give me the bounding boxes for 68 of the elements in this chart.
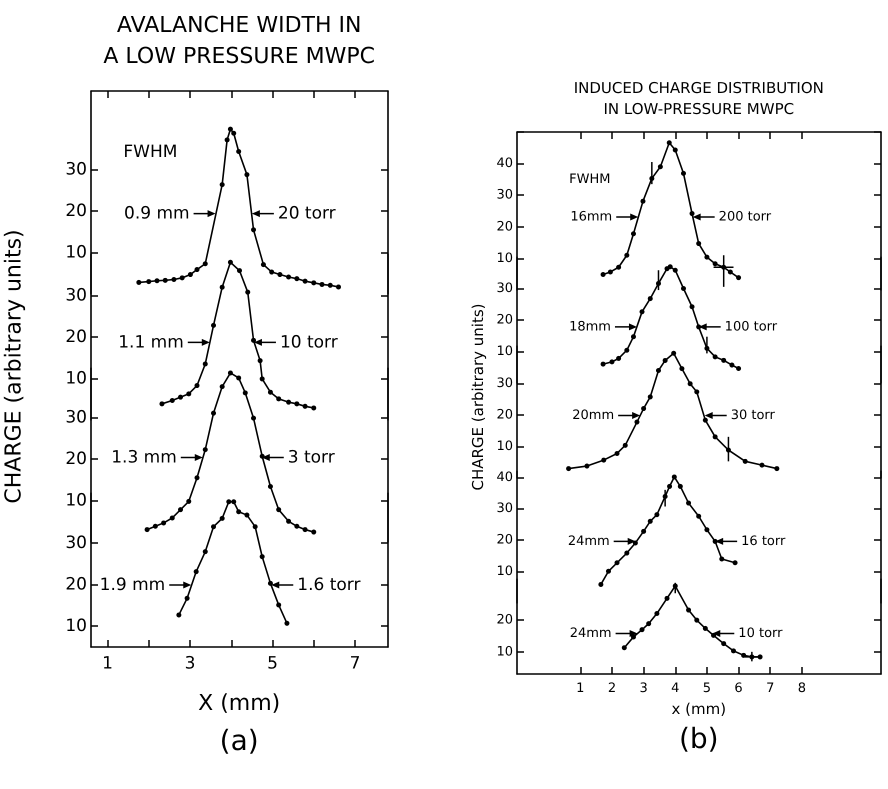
x-tick-label: 1 bbox=[102, 654, 112, 674]
y-tick-label: 20 bbox=[496, 219, 513, 234]
y-axis-title: CHARGE (arbitrary units) bbox=[2, 228, 26, 506]
text: (b) bbox=[678, 722, 720, 756]
y-tick-label: 10 bbox=[496, 564, 513, 580]
annotation: 16mm bbox=[570, 210, 612, 225]
y-tick-label: 30 bbox=[496, 188, 513, 203]
annotation: 20mm bbox=[572, 407, 614, 422]
x-axis-title: X (mm) bbox=[197, 690, 282, 716]
x-tick-label: 7 bbox=[766, 681, 774, 696]
annotation: 1.3 mm bbox=[110, 448, 176, 468]
x-tick-label: 5 bbox=[266, 654, 278, 674]
text: (a) bbox=[218, 724, 260, 757]
y-tick-label: 10 bbox=[64, 490, 86, 511]
x-tick-label: 3 bbox=[639, 681, 648, 696]
chart-title: AVALANCHE WIDTH IN A LOW PRESSURE MWPC bbox=[102, 12, 376, 71]
y-tick-label: 40 bbox=[496, 156, 513, 172]
annotation: 10 torr bbox=[738, 626, 783, 642]
y-tick-label: 20 bbox=[496, 312, 513, 328]
y-tick-label: 20 bbox=[64, 326, 86, 346]
y-tick-label: 30 bbox=[496, 501, 513, 516]
annotation: 10 torr bbox=[279, 332, 338, 352]
y-tick-label: 40 bbox=[496, 470, 513, 485]
y-tick-label: 30 bbox=[496, 280, 513, 296]
annotation: 18mm bbox=[568, 319, 611, 334]
x-tick-label: 4 bbox=[670, 681, 680, 696]
y-tick-label: 20 bbox=[64, 449, 86, 470]
annotation: 0.9 mm bbox=[124, 204, 190, 224]
y-tick-label: 10 bbox=[64, 368, 86, 388]
annotation: 1.9 mm bbox=[99, 575, 165, 596]
annotation: 30 torr bbox=[730, 407, 776, 422]
y-tick-label: 20 bbox=[496, 532, 513, 548]
x-tick-label: 8 bbox=[797, 681, 806, 696]
y-tick-label: 30 bbox=[64, 408, 86, 428]
annotation: 3 torr bbox=[287, 448, 334, 468]
y-tick-label: 10 bbox=[496, 250, 513, 266]
y-tick-label: 20 bbox=[496, 407, 513, 422]
y-tick-label: 10 bbox=[496, 438, 513, 454]
annotation: 24mm bbox=[569, 626, 612, 642]
y-tick-label: 30 bbox=[64, 160, 86, 180]
y-tick-label: 20 bbox=[64, 574, 86, 595]
annotation: FWHM bbox=[568, 172, 610, 187]
annotation: 1.1 mm bbox=[118, 332, 184, 352]
annotation: 200 torr bbox=[718, 210, 772, 225]
chart-title: INDUCED CHARGE DISTRIBUTION IN LOW-PRESSURE MWPC bbox=[572, 78, 825, 120]
annotation: 20 torr bbox=[277, 204, 336, 224]
annotation: FWHM bbox=[122, 142, 177, 162]
x-tick-label: 3 bbox=[184, 654, 195, 674]
y-tick-label: 20 bbox=[64, 201, 86, 222]
annotation: 16 torr bbox=[740, 534, 786, 550]
y-tick-label: 30 bbox=[496, 376, 513, 391]
y-tick-label: 10 bbox=[64, 616, 86, 636]
annotation: 24mm bbox=[568, 534, 610, 550]
annotation: 1.6 torr bbox=[296, 575, 360, 596]
y-axis-title: CHARGE (arbitrary units) bbox=[469, 302, 487, 492]
y-tick-label: 30 bbox=[64, 285, 86, 305]
annotation: 100 torr bbox=[724, 319, 778, 334]
x-tick-label: 6 bbox=[734, 681, 742, 696]
x-axis-title: x (mm) bbox=[670, 700, 728, 718]
y-tick-label: 10 bbox=[496, 644, 513, 660]
y-tick-label: 30 bbox=[64, 533, 86, 554]
y-tick-label: 10 bbox=[64, 242, 86, 263]
x-tick-label: 7 bbox=[349, 654, 360, 674]
y-tick-label: 10 bbox=[496, 344, 513, 359]
x-tick-label: 5 bbox=[702, 681, 711, 696]
y-tick-label: 20 bbox=[496, 612, 513, 628]
x-tick-label: 1 bbox=[576, 681, 584, 696]
x-tick-label: 2 bbox=[608, 681, 616, 696]
